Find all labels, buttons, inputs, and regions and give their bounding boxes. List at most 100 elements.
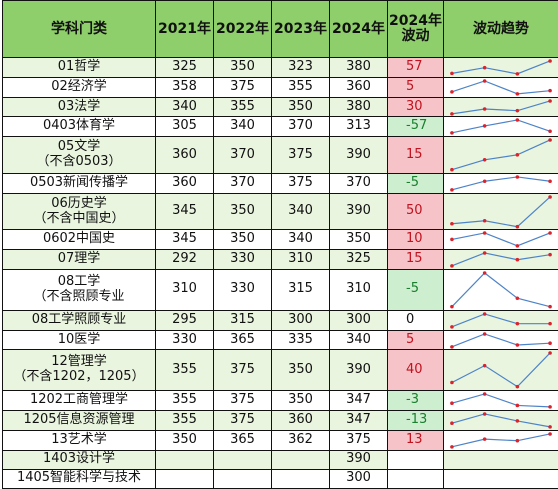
- score-cell-2023[interactable]: 350: [272, 391, 330, 411]
- score-cell-2023[interactable]: 375: [272, 173, 330, 193]
- score-cell-2021[interactable]: 310: [156, 270, 214, 311]
- score-cell-2024[interactable]: 370: [330, 173, 388, 193]
- score-cell-2022[interactable]: 370: [214, 173, 272, 193]
- score-cell-2021[interactable]: 355: [156, 391, 214, 411]
- sparkline-cell[interactable]: [444, 391, 558, 411]
- subject-cell[interactable]: 1405智能科学与技术: [3, 469, 156, 488]
- sparkline-cell[interactable]: [444, 410, 558, 430]
- score-cell-2021[interactable]: 350: [156, 430, 214, 450]
- score-cell-2022[interactable]: 330: [214, 250, 272, 270]
- score-cell-2024[interactable]: 380: [330, 97, 388, 117]
- delta-cell[interactable]: -57: [388, 117, 444, 137]
- header-trend[interactable]: 波动趋势: [444, 1, 558, 58]
- score-cell-2021[interactable]: 355: [156, 350, 214, 391]
- score-cell-2024[interactable]: 340: [330, 330, 388, 350]
- score-cell-2021[interactable]: [156, 469, 214, 488]
- score-cell-2021[interactable]: 358: [156, 77, 214, 97]
- score-cell-2021[interactable]: [156, 450, 214, 469]
- sparkline-cell[interactable]: [444, 117, 558, 137]
- subject-cell[interactable]: 02经济学: [3, 77, 156, 97]
- delta-cell[interactable]: 50: [388, 193, 444, 230]
- sparkline-cell[interactable]: [444, 250, 558, 270]
- score-cell-2024[interactable]: 380: [330, 58, 388, 78]
- header-2024[interactable]: 2024年: [330, 1, 388, 58]
- score-cell-2024[interactable]: 390: [330, 193, 388, 230]
- score-cell-2023[interactable]: 375: [272, 137, 330, 174]
- delta-cell[interactable]: -5: [388, 173, 444, 193]
- delta-cell[interactable]: -3: [388, 391, 444, 411]
- subject-cell[interactable]: 03法学: [3, 97, 156, 117]
- subject-cell[interactable]: 08工学照顾专业: [3, 310, 156, 330]
- score-cell-2023[interactable]: 340: [272, 193, 330, 230]
- delta-cell[interactable]: -5: [388, 270, 444, 311]
- subject-cell[interactable]: 1403设计学: [3, 450, 156, 469]
- sparkline-cell[interactable]: [444, 469, 558, 488]
- header-2023[interactable]: 2023年: [272, 1, 330, 58]
- score-cell-2023[interactable]: 362: [272, 430, 330, 450]
- score-cell-2022[interactable]: 315: [214, 310, 272, 330]
- score-cell-2023[interactable]: 350: [272, 97, 330, 117]
- score-cell-2021[interactable]: 295: [156, 310, 214, 330]
- score-cell-2024[interactable]: 350: [330, 230, 388, 250]
- delta-cell[interactable]: -13: [388, 410, 444, 430]
- score-cell-2023[interactable]: [272, 450, 330, 469]
- subject-cell[interactable]: 08工学（不含照顾专业: [3, 270, 156, 311]
- score-cell-2022[interactable]: 350: [214, 58, 272, 78]
- header-delta[interactable]: 2024年波动: [388, 1, 444, 58]
- score-cell-2021[interactable]: 305: [156, 117, 214, 137]
- score-cell-2024[interactable]: 300: [330, 469, 388, 488]
- score-cell-2021[interactable]: 330: [156, 330, 214, 350]
- delta-cell[interactable]: 0: [388, 310, 444, 330]
- score-cell-2022[interactable]: 330: [214, 270, 272, 311]
- header-2022[interactable]: 2022年: [214, 1, 272, 58]
- score-cell-2022[interactable]: 355: [214, 97, 272, 117]
- score-cell-2022[interactable]: 375: [214, 410, 272, 430]
- delta-cell[interactable]: 5: [388, 77, 444, 97]
- score-cell-2021[interactable]: 345: [156, 193, 214, 230]
- sparkline-cell[interactable]: [444, 310, 558, 330]
- subject-cell[interactable]: 13艺术学: [3, 430, 156, 450]
- delta-cell[interactable]: 15: [388, 137, 444, 174]
- score-cell-2022[interactable]: 365: [214, 330, 272, 350]
- score-cell-2023[interactable]: 370: [272, 117, 330, 137]
- score-cell-2023[interactable]: 300: [272, 310, 330, 330]
- score-cell-2024[interactable]: 347: [330, 391, 388, 411]
- score-cell-2021[interactable]: 360: [156, 137, 214, 174]
- score-cell-2021[interactable]: 325: [156, 58, 214, 78]
- score-cell-2022[interactable]: 340: [214, 117, 272, 137]
- delta-cell[interactable]: 57: [388, 58, 444, 78]
- sparkline-cell[interactable]: [444, 77, 558, 97]
- score-cell-2022[interactable]: 365: [214, 430, 272, 450]
- score-cell-2024[interactable]: 390: [330, 450, 388, 469]
- score-cell-2024[interactable]: 375: [330, 430, 388, 450]
- sparkline-cell[interactable]: [444, 350, 558, 391]
- header-2021[interactable]: 2021年: [156, 1, 214, 58]
- score-cell-2024[interactable]: 325: [330, 250, 388, 270]
- sparkline-cell[interactable]: [444, 58, 558, 78]
- score-cell-2021[interactable]: 340: [156, 97, 214, 117]
- delta-cell[interactable]: 30: [388, 97, 444, 117]
- subject-cell[interactable]: 1202工商管理学: [3, 391, 156, 411]
- subject-cell[interactable]: 12管理学（不含1202，1205）: [3, 350, 156, 391]
- score-cell-2024[interactable]: 390: [330, 137, 388, 174]
- score-cell-2021[interactable]: 360: [156, 173, 214, 193]
- delta-cell[interactable]: 40: [388, 350, 444, 391]
- score-cell-2023[interactable]: 335: [272, 330, 330, 350]
- score-cell-2024[interactable]: 313: [330, 117, 388, 137]
- score-cell-2023[interactable]: 350: [272, 350, 330, 391]
- sparkline-cell[interactable]: [444, 193, 558, 230]
- score-cell-2022[interactable]: 375: [214, 350, 272, 391]
- score-cell-2023[interactable]: 355: [272, 77, 330, 97]
- subject-cell[interactable]: 10医学: [3, 330, 156, 350]
- score-cell-2021[interactable]: 292: [156, 250, 214, 270]
- score-cell-2021[interactable]: 355: [156, 410, 214, 430]
- subject-cell[interactable]: 07理学: [3, 250, 156, 270]
- subject-cell[interactable]: 0403体育学: [3, 117, 156, 137]
- header-subject[interactable]: 学科门类: [3, 1, 156, 58]
- score-cell-2023[interactable]: 340: [272, 230, 330, 250]
- score-cell-2021[interactable]: 345: [156, 230, 214, 250]
- score-cell-2023[interactable]: 360: [272, 410, 330, 430]
- score-cell-2024[interactable]: 310: [330, 270, 388, 311]
- score-cell-2022[interactable]: 370: [214, 137, 272, 174]
- subject-cell[interactable]: 05文学（不含0503）: [3, 137, 156, 174]
